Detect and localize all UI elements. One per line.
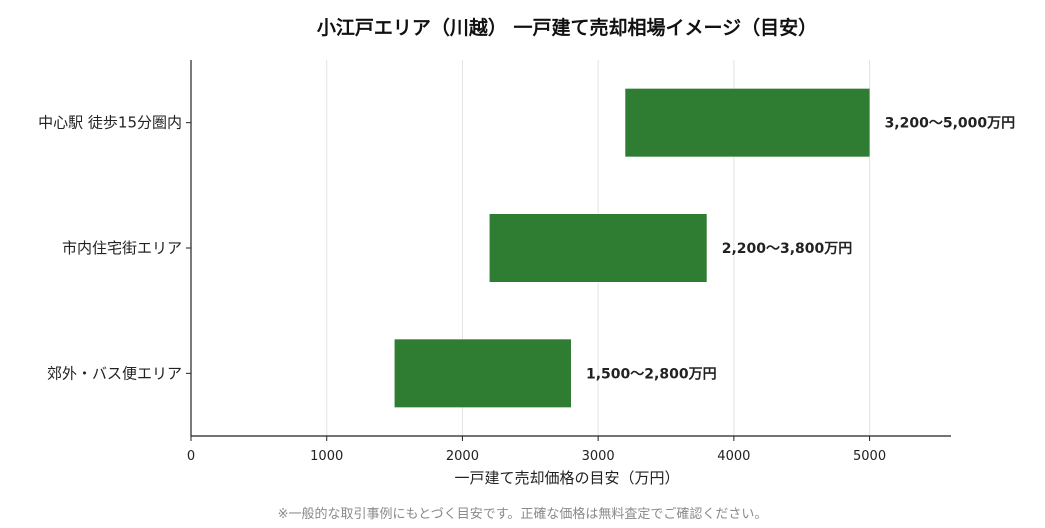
data-label: 2,200〜3,800万円 bbox=[722, 241, 853, 257]
bar bbox=[489, 214, 707, 282]
chart-title: 小江戸エリア（川越） 一戸建て売却相場イメージ（目安） bbox=[317, 16, 817, 39]
x-tick-label: 5000 bbox=[853, 449, 886, 464]
bar bbox=[394, 339, 571, 408]
footnote: ※一般的な取引事例にもとづく目安です。正確な価格は無料査定でご確認ください。 bbox=[277, 507, 768, 522]
axes bbox=[186, 60, 951, 441]
bars bbox=[394, 88, 870, 408]
x-axis-title: 一戸建て売却価格の目安（万円） bbox=[454, 469, 679, 487]
chart: 小江戸エリア（川越） 一戸建て売却相場イメージ（目安） 0 1000 2000 300… bbox=[38, 16, 1015, 487]
data-label: 1,500〜2,800万円 bbox=[586, 366, 717, 382]
x-tick-label: 4000 bbox=[717, 449, 750, 464]
data-label: 3,200〜5,000万円 bbox=[885, 116, 1016, 132]
bar bbox=[625, 88, 870, 157]
x-tick-label: 2000 bbox=[446, 449, 479, 464]
x-tick-label: 1000 bbox=[310, 449, 343, 464]
x-tick-label: 0 bbox=[187, 449, 195, 464]
category-label: 市内住宅街エリア bbox=[62, 239, 182, 257]
labels: 0 1000 2000 3000 4000 5000 中心駅 徒歩15分圏内 3,200〜5,… bbox=[38, 114, 1015, 464]
category-label: 中心駅 徒歩15分圏内 bbox=[38, 114, 182, 132]
category-label: 郊外・バス便エリア bbox=[47, 364, 182, 382]
x-tick-label: 3000 bbox=[582, 449, 615, 464]
